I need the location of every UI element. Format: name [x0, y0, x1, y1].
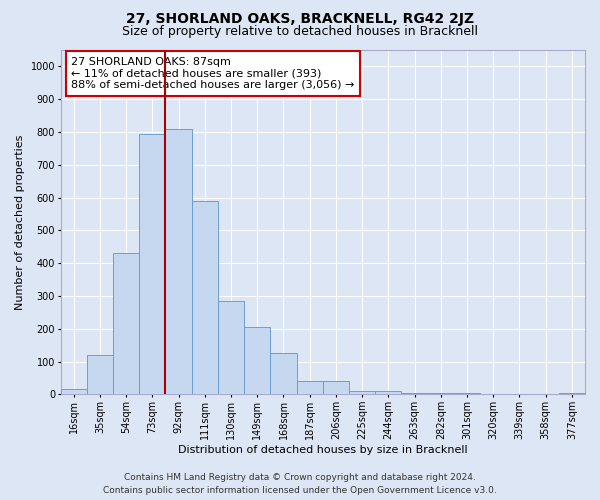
- Text: 27, SHORLAND OAKS, BRACKNELL, RG42 2JZ: 27, SHORLAND OAKS, BRACKNELL, RG42 2JZ: [126, 12, 474, 26]
- Text: 27 SHORLAND OAKS: 87sqm
← 11% of detached houses are smaller (393)
88% of semi-d: 27 SHORLAND OAKS: 87sqm ← 11% of detache…: [71, 57, 355, 90]
- X-axis label: Distribution of detached houses by size in Bracknell: Distribution of detached houses by size …: [178, 445, 467, 455]
- Bar: [139, 134, 166, 394]
- Bar: [61, 390, 87, 394]
- Bar: [559, 392, 585, 394]
- Bar: [166, 128, 192, 394]
- Text: Size of property relative to detached houses in Bracknell: Size of property relative to detached ho…: [122, 25, 478, 38]
- Bar: [218, 301, 244, 394]
- Bar: [113, 254, 139, 394]
- Bar: [244, 327, 271, 394]
- Bar: [192, 201, 218, 394]
- Bar: [323, 382, 349, 394]
- Bar: [375, 391, 401, 394]
- Bar: [87, 355, 113, 395]
- Bar: [401, 392, 428, 394]
- Bar: [428, 392, 454, 394]
- Bar: [296, 382, 323, 394]
- Bar: [271, 354, 296, 395]
- Y-axis label: Number of detached properties: Number of detached properties: [15, 134, 25, 310]
- Bar: [349, 391, 375, 394]
- Bar: [454, 392, 480, 394]
- Text: Contains HM Land Registry data © Crown copyright and database right 2024.
Contai: Contains HM Land Registry data © Crown c…: [103, 474, 497, 495]
